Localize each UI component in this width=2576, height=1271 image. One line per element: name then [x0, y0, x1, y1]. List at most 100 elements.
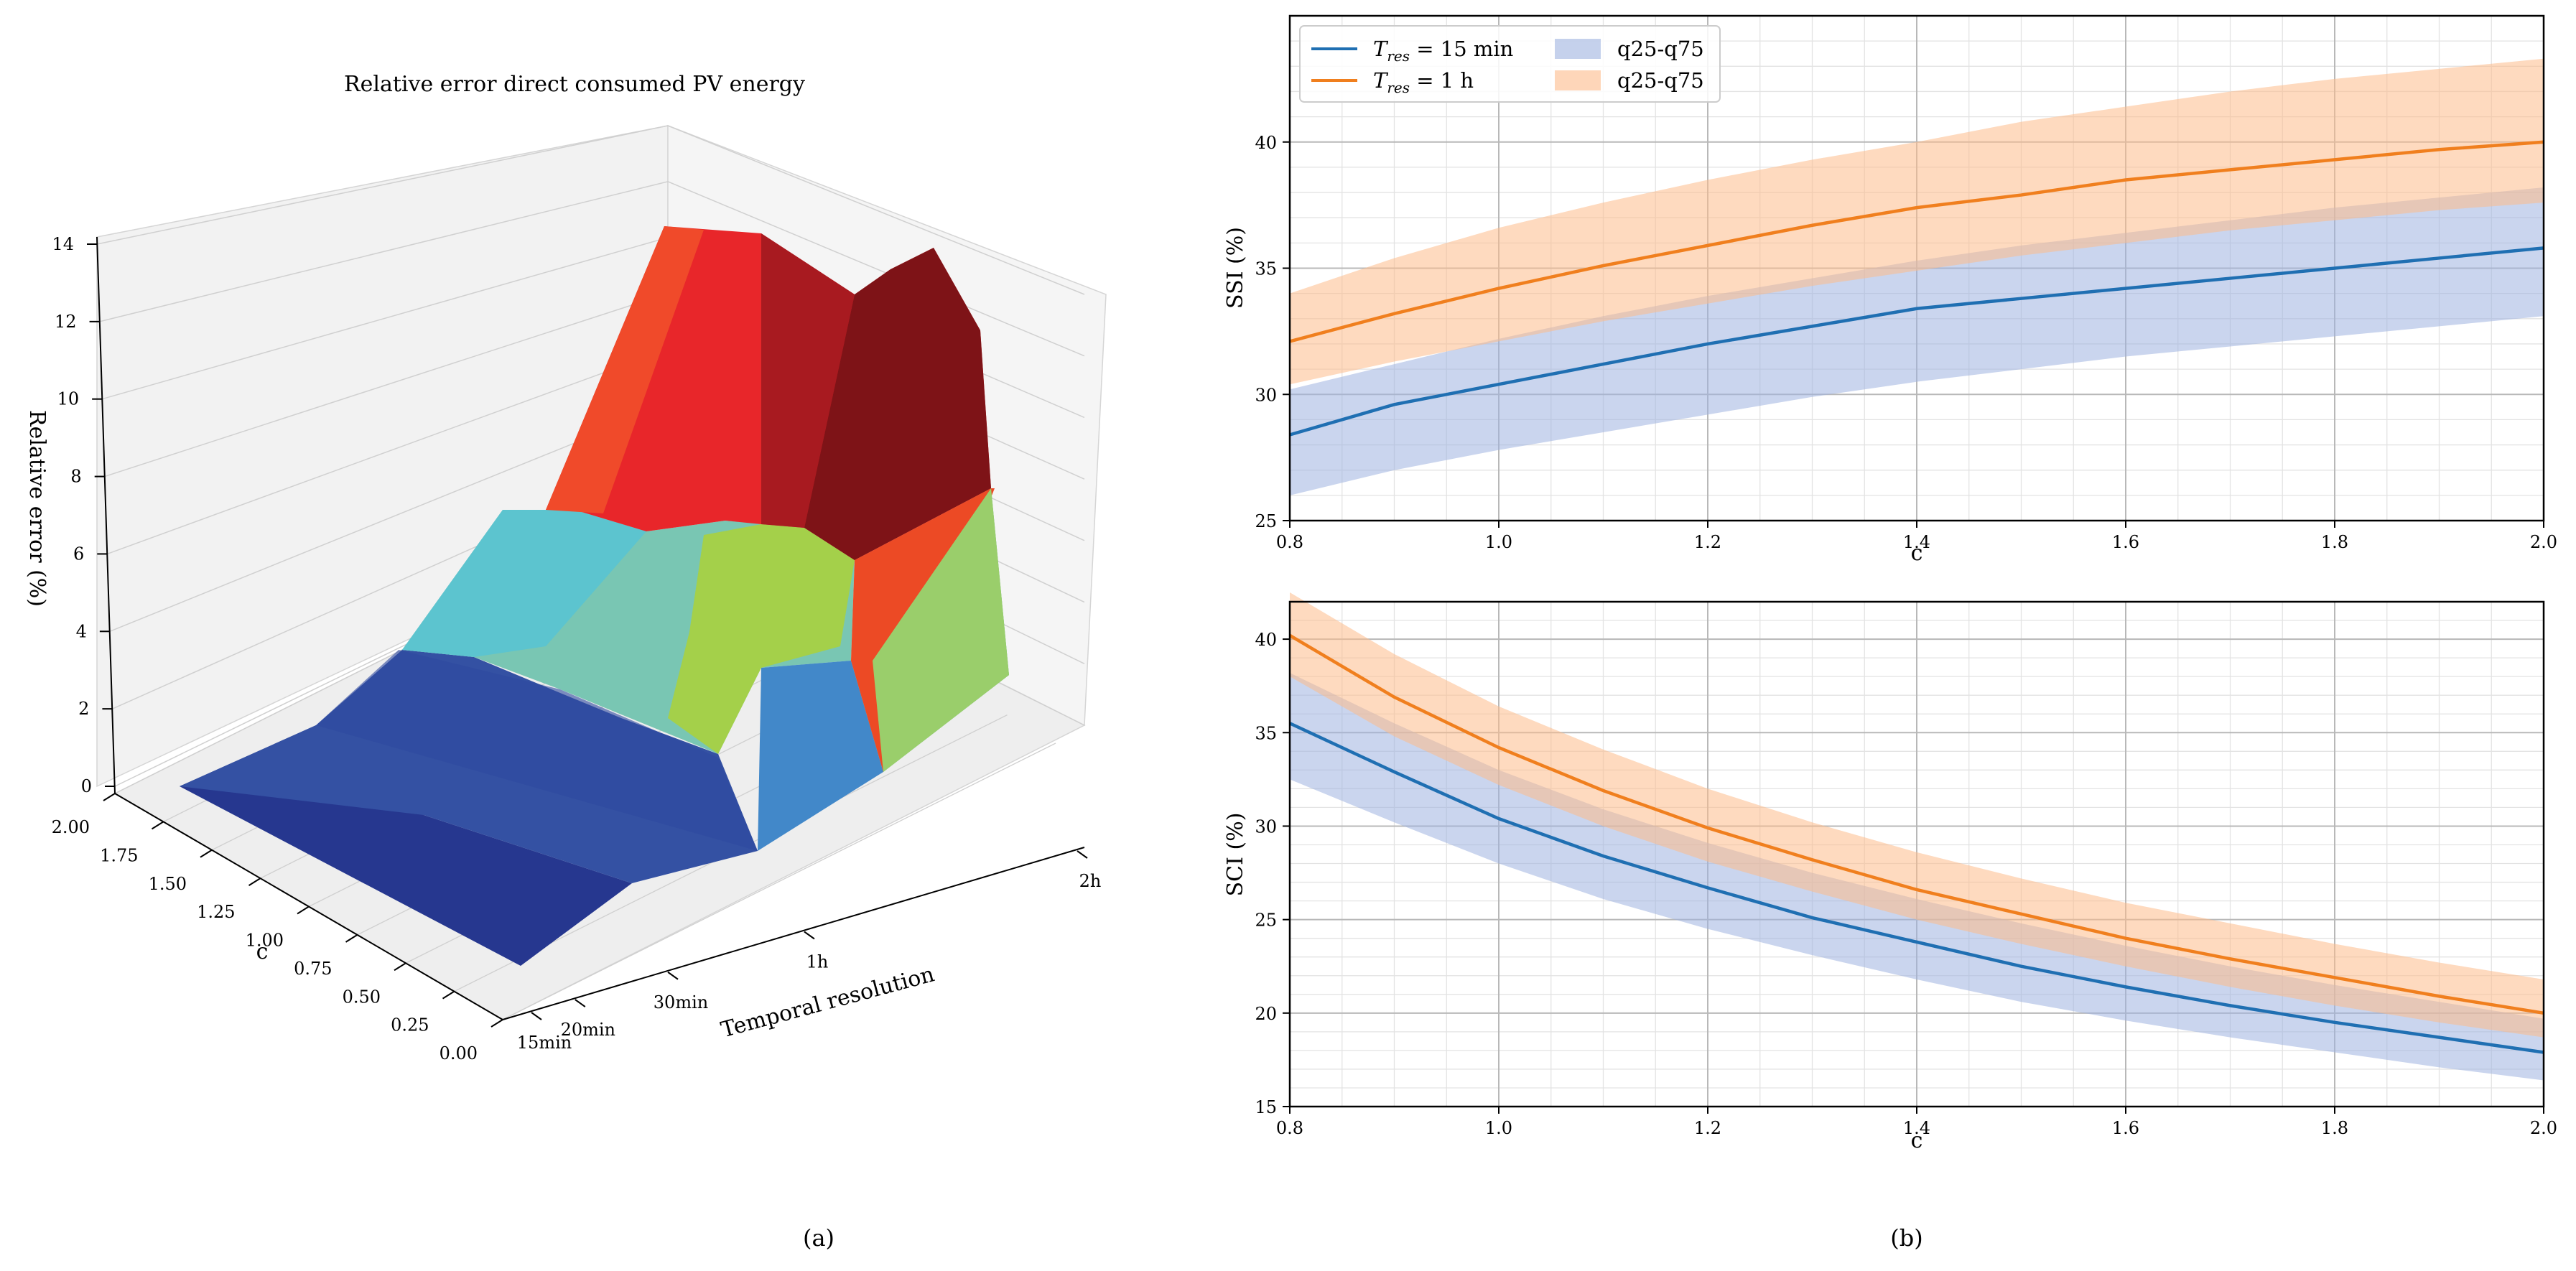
q25-q75-band-1h: [1290, 58, 2544, 385]
wall-grid-line: [667, 181, 1085, 357]
z-tick-label: 0: [81, 776, 92, 796]
x-tick-label: 1.2: [1694, 532, 1721, 552]
c-tick-label: 1.75: [100, 845, 138, 865]
legend-label-1h: Tres = 1 h: [1373, 68, 1474, 96]
c-tick-mark: [345, 934, 358, 943]
time-tick-mark: [804, 931, 815, 940]
ssi-lines: [1289, 140, 2544, 437]
z-tick-label: 10: [57, 389, 80, 409]
time-tick-mark: [575, 999, 586, 1007]
line-1h: [1289, 140, 2544, 343]
surface-band-low-right: [758, 661, 883, 851]
x-tick-label: 0.8: [1276, 1118, 1303, 1138]
c-tick-mark: [200, 849, 213, 858]
surface-band-high-dark: [761, 233, 855, 528]
wall-grid-line: [96, 125, 669, 245]
c-tick-label: 0.50: [343, 987, 381, 1007]
time-tick-label: 30min: [654, 992, 708, 1012]
c-axis-label: c: [256, 939, 269, 964]
time-tick-label: 15min: [517, 1033, 572, 1053]
sci-chart: 0.8 1.0 1.2 1.4 1.6 1.8 2.0 15 20 25 30 35 40 c SCI …: [1223, 592, 2557, 1153]
x-tick-label: 1.8: [2321, 1118, 2348, 1138]
wall-grid-line: [104, 292, 669, 478]
legend-box: [1299, 25, 1721, 103]
y-tick-label: 30: [1255, 816, 1277, 837]
time-axis-label: Temporal resolution: [718, 962, 937, 1043]
wall-grid-line: [107, 348, 669, 555]
c-tick-mark: [297, 905, 310, 915]
time-tick-mark: [667, 971, 679, 980]
surface-band-low-shade: [316, 650, 758, 851]
c-tick-label: 0.25: [391, 1015, 429, 1035]
c-tick-label: 0.00: [440, 1043, 478, 1063]
time-tick-mark: [1077, 850, 1088, 859]
x-tick-label: 2.0: [2530, 1118, 2557, 1138]
c-tick-mark: [103, 793, 116, 801]
x-tick-label: 1.2: [1694, 1118, 1721, 1138]
legend-band-1h: [1555, 70, 1601, 90]
time-tick-mark: [531, 1012, 542, 1020]
c-tick-mark: [248, 877, 261, 886]
y-tick-label: 25: [1255, 511, 1277, 531]
x-tick-label: 1.6: [2112, 1118, 2139, 1138]
caption-b: (b): [1890, 1224, 1922, 1252]
time-tick-label: 20min: [561, 1020, 615, 1040]
x-tick-label: 1.4: [1903, 1118, 1930, 1138]
surface-title: Relative error direct consumed PV energy: [344, 72, 805, 97]
c-tick-label: 1.25: [197, 902, 235, 922]
surface-tick-labels: 0 2 4 6 8 10 12 14 0.00 0.25 0.50 0.75 1.00 1.25 1.50 1…: [52, 234, 1102, 1063]
y-tick-label: 35: [1255, 723, 1277, 743]
wall-grid-line: [99, 181, 669, 322]
surface-band-mid-green: [668, 524, 855, 754]
x-tick-label: 2.0: [2530, 532, 2557, 552]
x-tick-label: 1.4: [1903, 532, 1930, 552]
surface-plot-panel: Relative error direct consumed PV energy: [24, 72, 1107, 1252]
x-tick-label: 1.8: [2321, 532, 2348, 552]
ssi-bands: [1290, 58, 2544, 495]
sci-x-label: c: [1911, 1128, 1923, 1153]
surface-band-mid-cyan: [402, 510, 646, 657]
time-tick-label: 1h: [806, 952, 829, 972]
floor-grid-line: [502, 742, 1056, 1020]
error-surface: [180, 226, 1009, 966]
time-axis-line: [502, 847, 1085, 1020]
x-tick-label: 0.8: [1276, 532, 1303, 552]
x-tick-label: 1.0: [1485, 1118, 1512, 1138]
z-tick-label: 12: [55, 312, 77, 332]
legend-band-label-15min: q25-q75: [1617, 37, 1704, 61]
ssi-x-label: c: [1911, 541, 1923, 566]
wall-grid-line: [667, 125, 1085, 295]
ssi-tick-labels: 0.8 1.0 1.2 1.4 1.6 1.8 2.0 25 30 35 40: [1255, 133, 2557, 552]
sci-bands: [1290, 592, 2544, 1081]
c-tick-label: 1.00: [246, 931, 284, 951]
wall-grid-line: [101, 236, 669, 400]
surface-band-high-left: [546, 226, 704, 513]
z-tick-label: 2: [78, 699, 89, 719]
legend-label-15min: Tres = 15 min: [1373, 37, 1513, 65]
c-tick-mark: [394, 962, 406, 972]
z-axis-line: [96, 236, 116, 794]
z-tick-label: 8: [70, 467, 81, 487]
c-tick-label: 0.75: [294, 959, 332, 979]
y-tick-label: 15: [1255, 1097, 1277, 1117]
c-tick-mark: [151, 821, 164, 830]
time-tick-label: 2h: [1079, 871, 1102, 891]
legend-band-15min: [1555, 39, 1601, 59]
caption-a: (a): [803, 1224, 834, 1252]
z-tick-label: 14: [52, 234, 74, 254]
y-tick-label: 35: [1255, 259, 1277, 279]
c-tick-mark: [442, 990, 455, 1000]
z-axis-label: Relative error (%): [24, 410, 50, 607]
y-tick-label: 30: [1255, 385, 1277, 405]
line-15min: [1289, 722, 2544, 1054]
line-15min: [1289, 246, 2544, 437]
z-tick-label: 4: [76, 621, 87, 641]
q25-q75-band-15min: [1290, 187, 2544, 495]
sci-tick-labels: 0.8 1.0 1.2 1.4 1.6 1.8 2.0 15 20 25 30 35 40: [1255, 630, 2557, 1138]
legend-band-label-1h: q25-q75: [1617, 68, 1704, 93]
c-tick-label: 1.50: [149, 874, 187, 894]
x-tick-label: 1.0: [1485, 532, 1512, 552]
y-tick-label: 40: [1255, 133, 1277, 153]
